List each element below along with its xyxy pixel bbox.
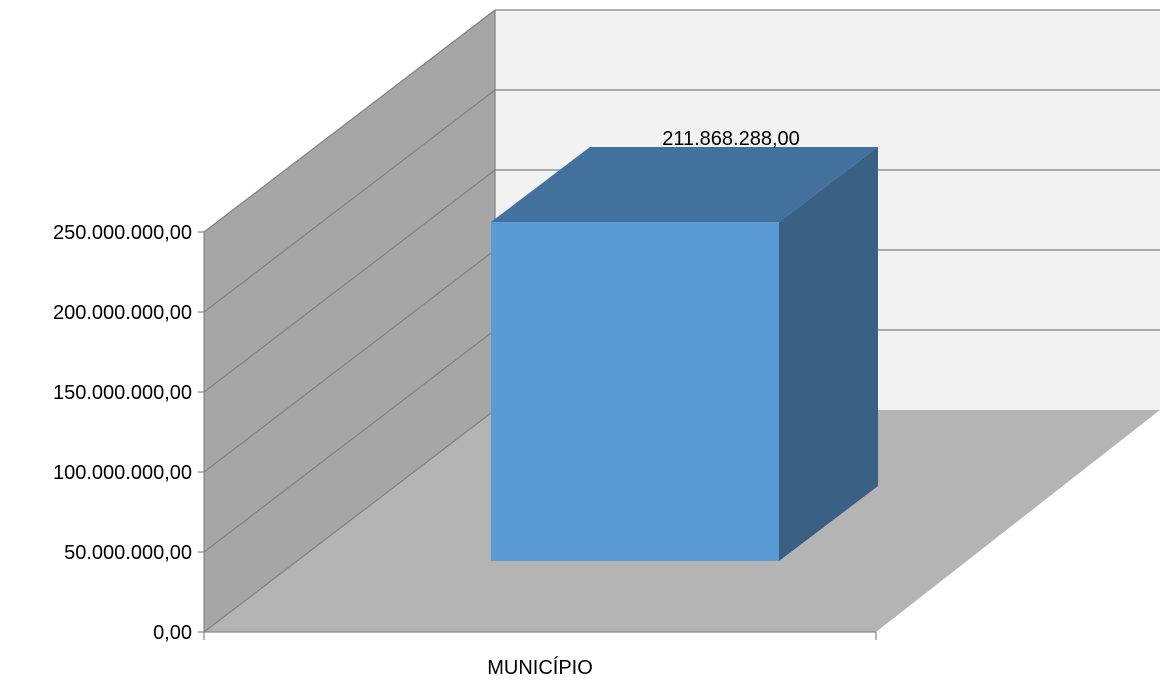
y-tick-label: 200.000.000,00 bbox=[53, 302, 192, 324]
y-tick-label: 100.000.000,00 bbox=[53, 462, 192, 484]
gridline-side bbox=[203, 329, 496, 553]
bar-series bbox=[491, 147, 878, 561]
bar-side-face bbox=[779, 147, 878, 561]
gridline-side bbox=[203, 249, 496, 473]
gridline-side bbox=[203, 409, 496, 633]
bar-municipio bbox=[491, 222, 779, 561]
x-category-label: MUNICÍPIO bbox=[487, 656, 593, 679]
labels: 0,00 50.000.000,00 100.000.000,00 150.000.0… bbox=[53, 128, 800, 679]
y-tick-label: 150.000.000,00 bbox=[53, 382, 192, 404]
y-tick-label: 250.000.000,00 bbox=[53, 222, 192, 244]
gridline-side bbox=[203, 89, 496, 313]
gridline-side bbox=[203, 169, 496, 393]
chart-side-wall bbox=[204, 10, 495, 632]
y-tick-label: 0,00 bbox=[153, 622, 192, 644]
gridline-side bbox=[203, 9, 496, 233]
y-tick-label: 50.000.000,00 bbox=[64, 542, 192, 564]
bar-value-label: 211.868.288,00 bbox=[662, 128, 800, 150]
axes bbox=[198, 231, 877, 640]
bar-top-face bbox=[491, 147, 878, 223]
